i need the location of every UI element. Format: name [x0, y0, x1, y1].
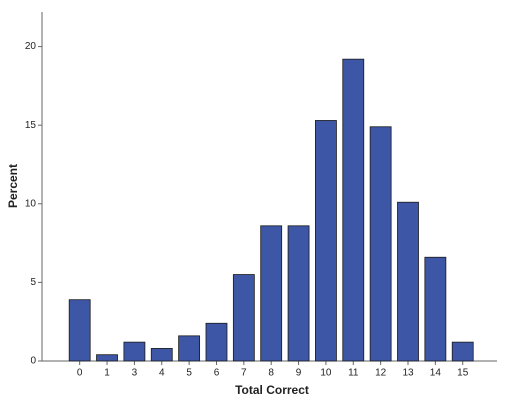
y-tick-label: 15: [25, 120, 37, 131]
x-tick-label: 1: [104, 368, 110, 379]
y-tick-label: 10: [25, 198, 37, 209]
bar: [96, 354, 118, 362]
bar: [205, 322, 228, 362]
bar: [150, 348, 173, 362]
x-axis-title: Total Correct: [235, 383, 309, 397]
bar: [342, 58, 365, 362]
bar: [424, 256, 447, 362]
bar: [397, 201, 419, 362]
x-tick-label: 12: [375, 368, 387, 379]
bar: [232, 274, 255, 362]
x-tick-label: 14: [430, 368, 442, 379]
bar: [287, 225, 310, 362]
y-axis-title: Percent: [6, 164, 20, 208]
x-tick-label: 15: [457, 368, 469, 379]
x-tick-label: 3: [132, 368, 138, 379]
x-tick-label: 9: [296, 368, 302, 379]
x-tick-label: 7: [241, 368, 247, 379]
bar: [178, 335, 201, 362]
x-tick-label: 13: [402, 368, 414, 379]
y-tick-label: 20: [25, 41, 37, 52]
bar: [315, 120, 337, 362]
bar: [451, 341, 474, 362]
x-tick-label: 4: [159, 368, 165, 379]
bar: [260, 225, 283, 362]
x-tick-label: 8: [268, 368, 274, 379]
bar: [369, 126, 392, 362]
y-tick-label: 5: [30, 277, 36, 288]
bar: [123, 341, 146, 362]
x-tick-label: 5: [186, 368, 192, 379]
x-tick-label: 6: [214, 368, 220, 379]
y-tick-label: 0: [30, 356, 36, 367]
bar: [68, 299, 91, 362]
x-tick-label: 10: [320, 368, 332, 379]
x-tick-label: 11: [348, 368, 359, 379]
x-tick-label: 0: [77, 368, 83, 379]
